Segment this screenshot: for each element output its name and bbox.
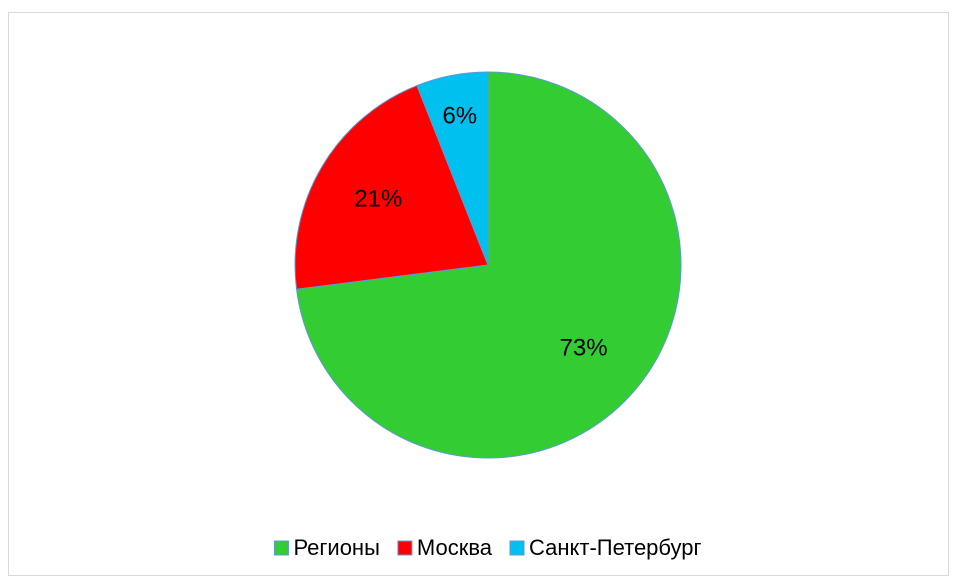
legend-swatch	[273, 540, 289, 556]
legend-label: Регионы	[293, 535, 379, 560]
pie-slice	[416, 71, 489, 266]
data-label: 6%	[442, 102, 477, 129]
legend-swatch	[509, 540, 525, 556]
data-label: 73%	[560, 335, 608, 362]
data-label: 21%	[354, 186, 402, 213]
legend-label: Москва	[417, 535, 493, 560]
legend-swatch	[397, 540, 413, 556]
legend-label: Санкт-Петербург	[529, 535, 702, 560]
pie-slice	[294, 84, 489, 290]
pie-slice	[295, 71, 682, 459]
